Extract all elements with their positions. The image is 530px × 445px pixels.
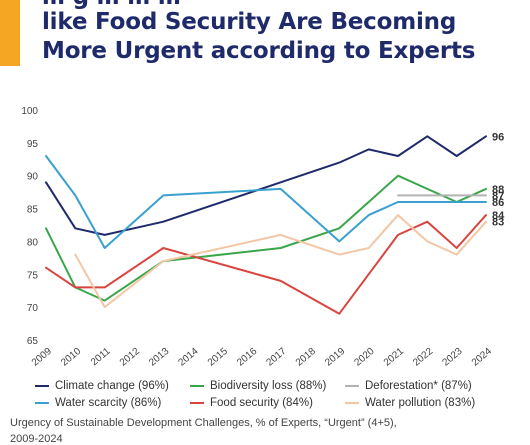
x-tick-label: 2020 bbox=[352, 346, 376, 369]
legend-item: Climate change (96%) bbox=[35, 380, 169, 392]
x-tick-label: 2011 bbox=[89, 346, 113, 369]
chart-title-line-1: … g … … … bbox=[42, 0, 181, 10]
series-line-5 bbox=[74, 214, 487, 309]
legend-swatch bbox=[35, 401, 49, 405]
chart-caption: Urgency of Sustainable Development Chall… bbox=[10, 417, 397, 429]
chart-title-line-3: More Urgent according to Experts bbox=[42, 38, 476, 64]
series-line-3 bbox=[45, 155, 487, 249]
legend-swatch bbox=[345, 384, 359, 388]
legend-label: Biodiversity loss (88%) bbox=[210, 380, 327, 392]
end-value-label: 96 bbox=[492, 131, 504, 143]
x-tick-label: 2012 bbox=[118, 346, 142, 369]
end-value-label: 86 bbox=[492, 197, 504, 209]
chart-title-line-2: like Food Security Are Becoming bbox=[42, 9, 457, 35]
x-tick-label: 2013 bbox=[147, 346, 171, 369]
x-tick-label: 2014 bbox=[176, 346, 200, 369]
series-line-1 bbox=[45, 174, 487, 302]
y-tick-label: 100 bbox=[21, 106, 38, 117]
end-value-label: 83 bbox=[492, 217, 504, 229]
x-tick-label: 2019 bbox=[323, 346, 347, 369]
x-tick-label: 2024 bbox=[470, 346, 494, 369]
y-tick-label: 85 bbox=[27, 205, 39, 216]
y-tick-label: 80 bbox=[27, 237, 39, 248]
legend-item: Water scarcity (86%) bbox=[35, 397, 161, 409]
x-tick-label: 2018 bbox=[294, 346, 318, 369]
y-tick-label: 70 bbox=[27, 303, 39, 314]
series-line-4 bbox=[45, 214, 487, 315]
legend-label: Water scarcity (86%) bbox=[55, 397, 162, 409]
x-tick-label: 2009 bbox=[30, 346, 54, 369]
end-value-label: 84 bbox=[492, 210, 505, 222]
legend-label: Climate change (96%) bbox=[55, 380, 169, 392]
legend-swatch bbox=[35, 384, 49, 388]
x-tick-label: 2015 bbox=[206, 346, 230, 369]
end-value-label: 88 bbox=[492, 184, 504, 196]
legend-item: Food security (84%) bbox=[190, 397, 313, 409]
x-tick-label: 2017 bbox=[264, 346, 288, 369]
legend-item: Deforestation* (87%) bbox=[345, 380, 472, 392]
y-tick-label: 65 bbox=[27, 336, 39, 347]
title-accent-bar bbox=[0, 0, 20, 66]
x-tick-label: 2022 bbox=[411, 346, 435, 369]
x-tick-label: 2021 bbox=[382, 346, 406, 369]
end-value-label: 87 bbox=[492, 190, 504, 202]
x-tick-label: 2016 bbox=[235, 346, 259, 369]
y-tick-label: 95 bbox=[27, 139, 39, 150]
x-tick-label: 2023 bbox=[440, 346, 464, 369]
chart-caption-years: 2009-2024 bbox=[10, 433, 63, 445]
legend-label: Water pollution (83%) bbox=[365, 397, 476, 409]
legend-swatch bbox=[190, 384, 204, 388]
y-tick-label: 90 bbox=[27, 172, 39, 183]
legend-item: Water pollution (83%) bbox=[345, 397, 475, 409]
legend-item: Biodiversity loss (88%) bbox=[190, 380, 326, 392]
y-tick-label: 75 bbox=[27, 270, 39, 281]
legend-swatch bbox=[345, 401, 359, 405]
legend-swatch bbox=[190, 401, 204, 405]
legend-label: Food security (84%) bbox=[210, 397, 313, 409]
legend-label: Deforestation* (87%) bbox=[365, 380, 472, 392]
series-line-0 bbox=[45, 135, 487, 236]
x-tick-label: 2010 bbox=[59, 346, 83, 369]
